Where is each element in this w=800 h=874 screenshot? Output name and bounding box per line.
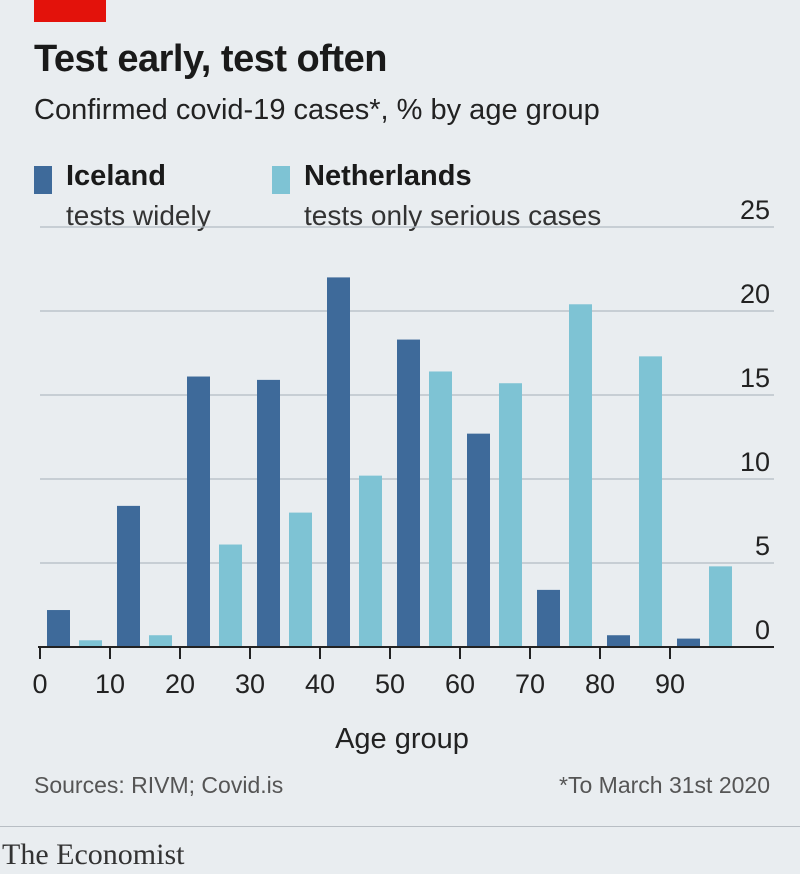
- bar-chart: 0 5 10 15 20 25 0 10 20 30 40 50 60 70 80 90 Age group: [0, 0, 800, 770]
- bar-netherlands-50-59: [429, 371, 452, 647]
- x-tick-label: 10: [95, 669, 125, 699]
- x-axis-title: Age group: [335, 723, 469, 755]
- bar-iceland-60-69: [467, 434, 490, 647]
- bar-netherlands-40-49: [359, 476, 382, 647]
- economist-logo: The Economist: [2, 838, 184, 872]
- bar-iceland-80-89: [607, 635, 630, 647]
- bar-iceland-90+: [677, 639, 700, 647]
- sources-note: Sources: RIVM; Covid.is: [34, 772, 283, 799]
- x-tick-label: 0: [32, 669, 47, 699]
- x-tick-label: 50: [375, 669, 405, 699]
- bar-netherlands-60-69: [499, 383, 522, 647]
- y-tick-label: 0: [755, 615, 770, 645]
- x-tick-label: 30: [235, 669, 265, 699]
- footnote: *To March 31st 2020: [559, 772, 770, 799]
- y-tick-label: 15: [740, 363, 770, 393]
- y-tick-label: 20: [740, 279, 770, 309]
- bar-iceland-0-9: [47, 610, 70, 647]
- bar-netherlands-20-29: [219, 545, 242, 647]
- x-tick-label: 70: [515, 669, 545, 699]
- bar-netherlands-0-9: [79, 640, 102, 647]
- bar-iceland-40-49: [327, 277, 350, 647]
- footer-divider: [0, 826, 800, 827]
- bar-netherlands-90+: [709, 566, 732, 647]
- y-tick-label: 10: [740, 447, 770, 477]
- bar-netherlands-10-19: [149, 635, 172, 647]
- x-tick-label: 80: [585, 669, 615, 699]
- bar-netherlands-70-79: [569, 304, 592, 647]
- x-tick-label: 90: [655, 669, 685, 699]
- x-tick-label: 40: [305, 669, 335, 699]
- bar-netherlands-80-89: [639, 356, 662, 647]
- y-tick-label: 5: [755, 531, 770, 561]
- bar-iceland-30-39: [257, 380, 280, 647]
- bar-iceland-70-79: [537, 590, 560, 647]
- x-tick-label: 20: [165, 669, 195, 699]
- bar-netherlands-30-39: [289, 513, 312, 647]
- bar-iceland-10-19: [117, 506, 140, 647]
- y-tick-label: 25: [740, 195, 770, 225]
- bar-iceland-50-59: [397, 340, 420, 647]
- bar-iceland-20-29: [187, 377, 210, 647]
- x-tick-label: 60: [445, 669, 475, 699]
